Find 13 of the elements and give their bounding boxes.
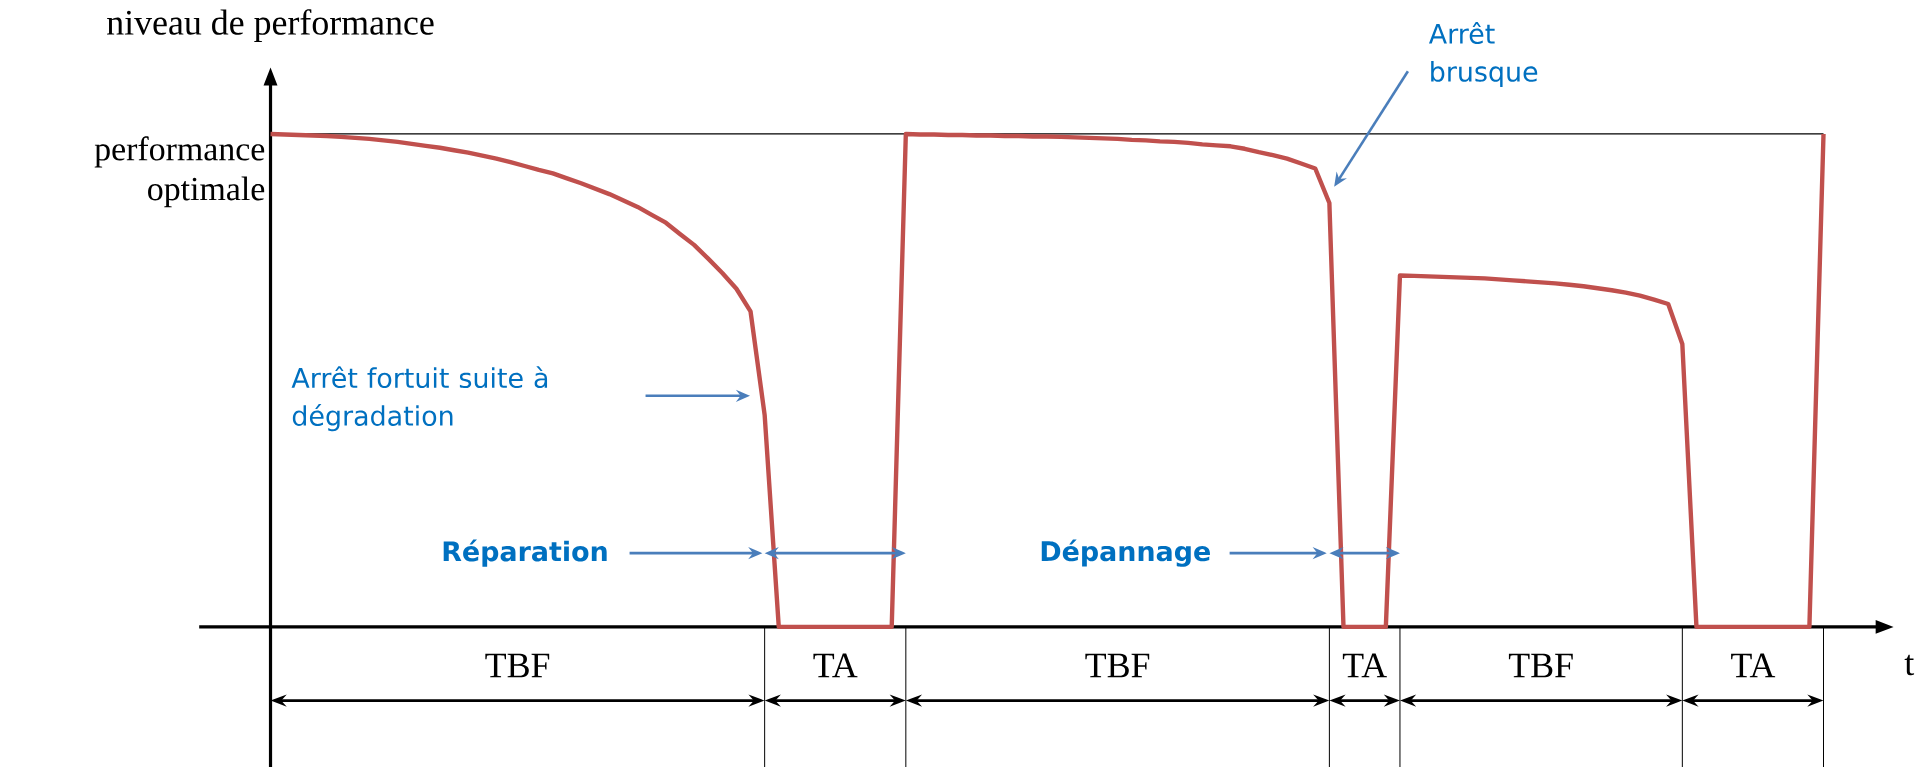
text: Arrêt brusque	[1428, 22, 1538, 88]
annotation: Réparation	[443, 539, 607, 567]
y-axis-title: niveau de performance	[107, 9, 434, 43]
x-axis-title: t	[1904, 654, 1915, 676]
text: TA	[1342, 653, 1387, 678]
text: TBF	[1085, 653, 1150, 678]
ref-line-label: performance optimale	[94, 136, 265, 208]
text: TBF	[1508, 653, 1573, 678]
annotation: Arrêt fortuit suite à dégradation	[291, 366, 548, 432]
text: TA	[813, 653, 858, 678]
text: TBF	[485, 653, 550, 678]
annotation: Dépannage	[1041, 539, 1210, 567]
text: TA	[1731, 653, 1776, 678]
